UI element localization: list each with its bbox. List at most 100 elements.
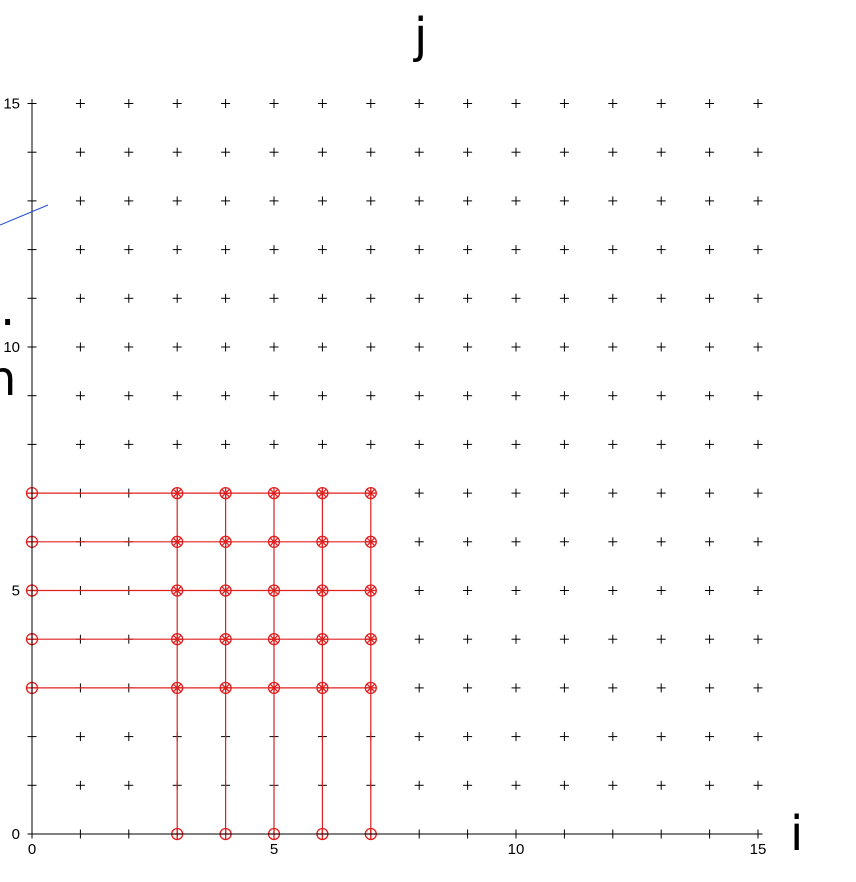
grid-point [366,391,376,401]
grid-point [366,99,376,108]
grid-point [75,342,85,352]
grid-point [463,634,473,644]
grid-point [511,147,521,157]
grid-point [124,196,134,206]
grid-point [608,391,618,401]
grid-point [656,683,666,693]
grid-point [172,196,182,206]
grid-point [172,293,182,303]
grid-point [221,293,231,303]
grid-point [75,245,85,255]
grid-point [753,293,763,303]
grid-point [753,391,763,401]
grid-point [705,391,715,401]
grid-point [124,342,134,352]
grid-point [269,99,279,108]
grid-point [656,147,666,157]
grid-point [463,342,473,352]
grid-point [753,439,763,449]
grid-point [414,391,424,401]
highlight-point [219,584,232,597]
grid-point [753,342,763,352]
grid-point [559,732,569,742]
grid-point [221,391,231,401]
grid-point [705,342,715,352]
grid-point [75,732,85,742]
grid-point [414,537,424,547]
grid-point [172,439,182,449]
grid-point [124,391,134,401]
grid-point [463,683,473,693]
grid-point [559,196,569,206]
grid-point [75,196,85,206]
grid-point [753,196,763,206]
grid-point [511,683,521,693]
grid-point [511,245,521,255]
grid-point [608,196,618,206]
grid-point [317,293,327,303]
grid-point [124,147,134,157]
grid-point [414,683,424,693]
grid-point [414,342,424,352]
grid-point [172,245,182,255]
grid-point [753,147,763,157]
grid-point [463,293,473,303]
grid-point [705,683,715,693]
grid-point [705,488,715,498]
grid-point [753,245,763,255]
grid-point [124,293,134,303]
grid-point [511,732,521,742]
y-tick-label: 5 [12,583,20,600]
grid-point [559,293,569,303]
grid-point [608,780,618,790]
grid-point [366,439,376,449]
highlight-point [267,486,281,500]
grid-point [608,488,618,498]
grid-point [172,342,182,352]
grid-point [221,196,231,206]
grid-point [705,780,715,790]
grid-point [366,147,376,157]
grid-point [269,293,279,303]
grid-point [705,634,715,644]
grid-point [753,780,763,790]
highlight-point [267,535,281,548]
grid-point [656,99,666,108]
grid-point [559,245,569,255]
grid-point [414,732,424,742]
grid-point [269,439,279,449]
grid-point [753,99,763,108]
grid-point [608,683,618,693]
highlight-point [316,681,329,695]
grid-point [221,439,231,449]
grid-point [656,488,666,498]
grid-point [559,391,569,401]
grid-point [705,99,715,108]
grid-point [269,196,279,206]
grid-point [559,683,569,693]
grid-point [414,780,424,790]
grid-points-layer [27,99,763,839]
grid-point [559,537,569,547]
grid-point [124,99,134,108]
grid-point [705,293,715,303]
grid-point [317,245,327,255]
grid-point [656,391,666,401]
x-tick-label: 5 [270,841,278,858]
grid-point [366,342,376,352]
grid-point [608,147,618,157]
axes-layer [31,103,758,835]
y-tick-label: 15 [3,96,20,113]
grid-point [269,391,279,401]
grid-point [221,99,231,108]
grid-point [317,196,327,206]
grid-point [269,342,279,352]
grid-point [269,245,279,255]
clipped-label-dot: . [0,281,15,337]
grid-point [656,586,666,595]
grid-point [511,99,521,108]
grid-point [511,488,521,498]
grid-point [463,99,473,108]
grid-point [317,342,327,352]
